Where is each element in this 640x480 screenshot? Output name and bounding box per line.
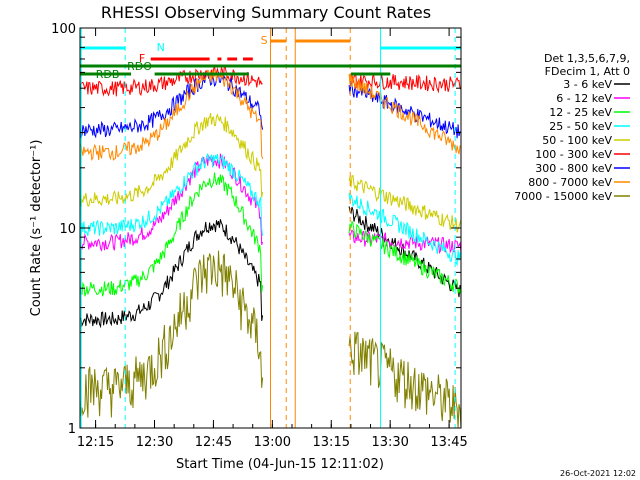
footer-date: 26-Oct-2021 12:02	[560, 469, 636, 478]
y-tick-label: 10	[59, 222, 76, 237]
x-tick-label: 13:15	[313, 435, 350, 450]
x-tick-label: 12:45	[195, 435, 232, 450]
legend-entry-label: 25 - 50 keV	[549, 120, 612, 133]
flag-label: N	[157, 41, 165, 54]
y-axis-ticks: 1 10 100	[51, 22, 461, 437]
y-axis-label: Count Rate (s⁻¹ detector⁻¹)	[29, 140, 44, 317]
flag-label: S	[261, 34, 268, 47]
x-tick-label: 12:30	[136, 435, 173, 450]
legend-entry-label: 50 - 100 keV	[542, 134, 612, 147]
legend-entry-label: 3 - 6 keV	[563, 78, 612, 91]
x-tick-label: 13:30	[371, 435, 408, 450]
x-tick-label: 12:15	[77, 435, 114, 450]
y-tick-label: 100	[51, 22, 76, 37]
series-line	[80, 172, 461, 297]
series-line	[80, 113, 461, 233]
legend-entry-label: 12 - 25 keV	[549, 106, 612, 119]
chart-title: RHESSI Observing Summary Count Rates	[101, 3, 431, 22]
series-line	[80, 153, 461, 267]
flag-label: RDB	[96, 68, 120, 81]
legend-header: FDecim 1, Att 0	[545, 65, 630, 78]
series-line	[80, 69, 461, 161]
series-line	[80, 206, 461, 329]
series-line	[80, 250, 461, 428]
legend-entry-label: 100 - 300 keV	[535, 148, 612, 161]
legend: Det 1,3,5,6,7,9,FDecim 1, Att 03 - 6 keV…	[514, 52, 630, 203]
legend-header: Det 1,3,5,6,7,9,	[544, 52, 630, 65]
legend-entry-label: 800 - 7000 keV	[528, 176, 612, 189]
series-line	[80, 153, 461, 255]
legend-entry-label: 300 - 800 keV	[535, 162, 612, 175]
y-tick-label: 1	[68, 422, 76, 437]
flag-label: RDO	[127, 60, 152, 73]
plot-area: NF S RDO RDB	[80, 28, 461, 428]
x-tick-label: 13:00	[254, 435, 291, 450]
x-axis-ticks: 12:15 12:30 12:45 13:00 13:15 13:30 13:45	[77, 28, 468, 450]
legend-entry-label: 6 - 12 keV	[556, 92, 612, 105]
flag-label: F	[139, 52, 145, 65]
legend-entry-label: 7000 - 15000 keV	[514, 190, 612, 203]
x-tick-label: 13:45	[430, 435, 467, 450]
x-axis-label: Start Time (04-Jun-15 12:11:02)	[176, 457, 384, 472]
